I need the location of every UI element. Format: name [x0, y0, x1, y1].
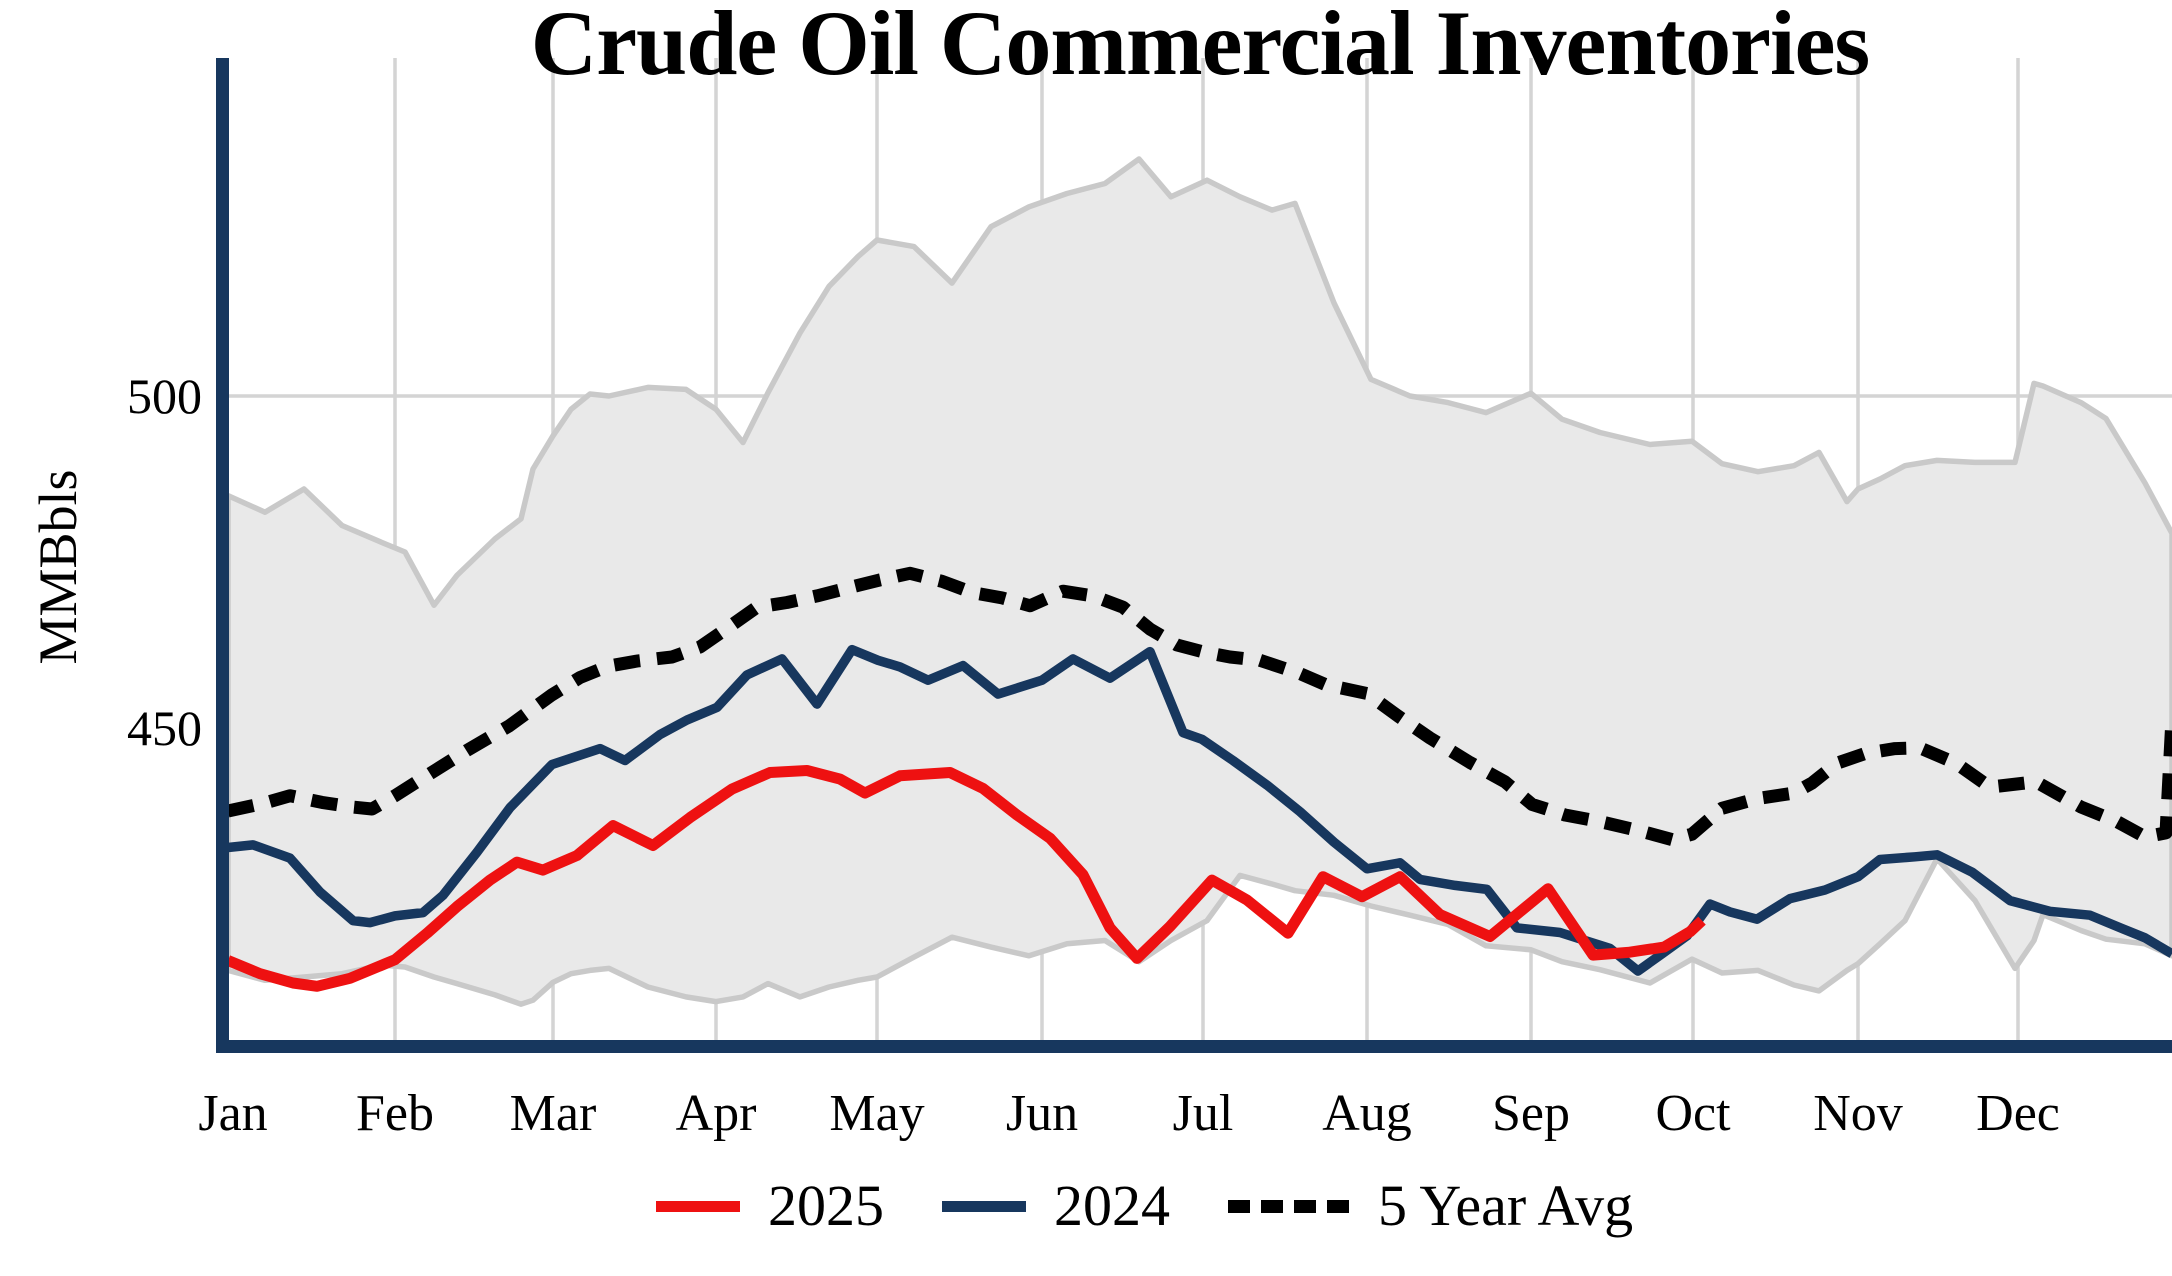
month-label-feb: Feb	[356, 1085, 434, 1142]
month-label-oct: Oct	[1655, 1085, 1731, 1142]
five-year-range-band	[225, 156, 2172, 1007]
axis-tick-labels: 500 450 Jan Feb Mar Apr May Jun Jul Aug Sep Oct Nov D…	[127, 368, 2060, 1142]
series-5-year-avg-line	[226, 566, 2172, 847]
axis-spines	[216, 58, 2172, 1053]
y-tick-label: 500	[127, 368, 202, 424]
series-2024-line	[227, 644, 2172, 976]
month-label-dec: Dec	[1976, 1085, 2060, 1142]
month-label-sep: Sep	[1492, 1085, 1570, 1142]
chart-title: Crude Oil Commercial Inventories	[530, 0, 1870, 94]
month-label-jan: Jan	[198, 1085, 267, 1142]
month-label-jun: Jun	[1006, 1085, 1078, 1142]
month-label-mar: Mar	[510, 1085, 597, 1142]
month-label-may: May	[829, 1085, 924, 1142]
y-tick-label: 450	[127, 700, 202, 756]
series-2025-line	[225, 765, 1706, 992]
x-axis-spine	[216, 1040, 2172, 1053]
data-series	[225, 566, 2172, 992]
y-axis-spine	[216, 58, 229, 1053]
legend-item-5-year-avg: 5 Year Avg	[1228, 1177, 1633, 1235]
legend-item-2024: 2024	[942, 1177, 1170, 1235]
month-label-apr: Apr	[676, 1085, 757, 1142]
y-axis-title: MMBbls	[28, 469, 88, 665]
chart-legend: 2025 2024 5 Year Avg	[656, 1168, 1633, 1244]
legend-label: 2025	[768, 1173, 884, 1238]
month-label-nov: Nov	[1813, 1085, 1903, 1142]
legend-label: 2024	[1054, 1173, 1170, 1238]
legend-line-swatch	[942, 1200, 1026, 1212]
five-year-range-area	[225, 156, 2172, 1007]
legend-line-swatch	[656, 1200, 740, 1212]
month-label-aug: Aug	[1322, 1085, 1412, 1142]
month-label-jul: Jul	[1173, 1085, 1234, 1142]
legend-label: 5 Year Avg	[1378, 1173, 1634, 1238]
legend-item-2025: 2025	[656, 1177, 884, 1235]
legend-dotted-swatch	[1228, 1199, 1350, 1213]
